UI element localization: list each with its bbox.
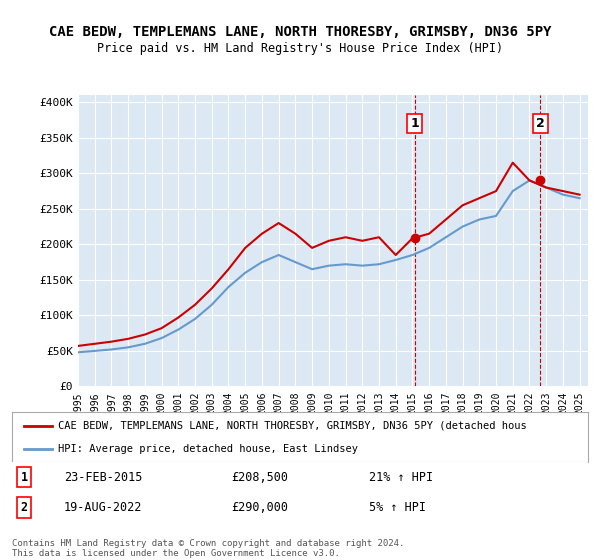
Text: Price paid vs. HM Land Registry's House Price Index (HPI): Price paid vs. HM Land Registry's House … [97, 42, 503, 55]
Text: CAE BEDW, TEMPLEMANS LANE, NORTH THORESBY, GRIMSBY, DN36 5PY: CAE BEDW, TEMPLEMANS LANE, NORTH THORESB… [49, 25, 551, 39]
Text: 2: 2 [20, 501, 28, 514]
Text: 1: 1 [410, 117, 419, 130]
Text: 1: 1 [20, 471, 28, 484]
Text: £290,000: £290,000 [231, 501, 288, 514]
Text: £208,500: £208,500 [231, 471, 288, 484]
Text: HPI: Average price, detached house, East Lindsey: HPI: Average price, detached house, East… [58, 445, 358, 454]
Text: Contains HM Land Registry data © Crown copyright and database right 2024.
This d: Contains HM Land Registry data © Crown c… [12, 539, 404, 558]
Text: 21% ↑ HPI: 21% ↑ HPI [369, 471, 433, 484]
Text: 5% ↑ HPI: 5% ↑ HPI [369, 501, 426, 514]
Text: 23-FEB-2015: 23-FEB-2015 [64, 471, 142, 484]
Text: CAE BEDW, TEMPLEMANS LANE, NORTH THORESBY, GRIMSBY, DN36 5PY (detached hous: CAE BEDW, TEMPLEMANS LANE, NORTH THORESB… [58, 421, 527, 431]
Text: 2: 2 [536, 117, 544, 130]
Text: 19-AUG-2022: 19-AUG-2022 [64, 501, 142, 514]
